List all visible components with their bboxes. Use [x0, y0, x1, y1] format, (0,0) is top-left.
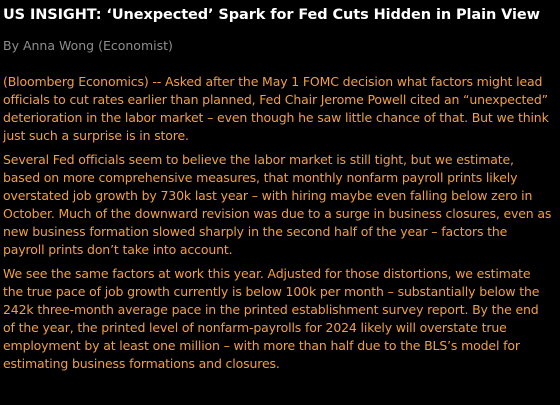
story-body: (Bloomberg Economics) -- Asked after the…	[3, 73, 552, 373]
story-paragraph-3: We see the same factors at work this yea…	[3, 266, 540, 371]
story-byline: By Anna Wong (Economist)	[3, 38, 173, 53]
story-paragraph-1: (Bloomberg Economics) -- Asked after the…	[3, 74, 549, 143]
story-paragraph-2: Several Fed officials seem to believe th…	[3, 152, 552, 257]
story-headline: US INSIGHT: ‘Unexpected’ Spark for Fed C…	[3, 7, 540, 23]
